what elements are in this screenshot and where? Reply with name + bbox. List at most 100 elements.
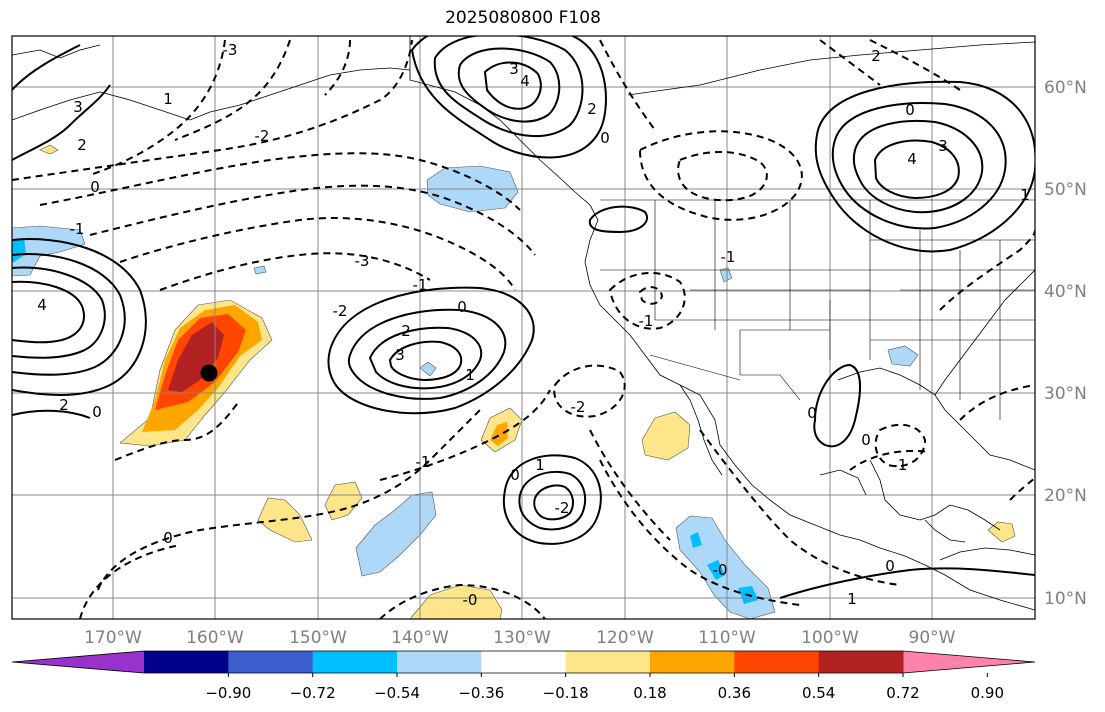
contour-label: -2 (555, 499, 570, 517)
lat-label: 60°N (1044, 78, 1087, 98)
positive-contours (12, 36, 1035, 599)
colorbar-tick-label: −0.36 (458, 684, 504, 702)
contour-label: -2 (333, 302, 348, 320)
contour-label: -2 (255, 127, 270, 145)
colorbar-tick-label: −0.54 (374, 684, 420, 702)
contour-label: -2 (571, 398, 586, 416)
lon-label: 90°W (909, 628, 956, 648)
contour-label: 2 (871, 47, 881, 65)
contour-label: -1 (639, 312, 654, 330)
contour-label: 4 (907, 150, 917, 168)
lon-label: 100°W (801, 628, 859, 648)
shading-negative-blue-2 (12, 238, 26, 262)
shading-negative-blue-4 (707, 560, 725, 580)
shading-negative-lightblue-5 (419, 361, 437, 377)
lon-label: 130°W (493, 628, 551, 648)
contour-label: 4 (37, 296, 47, 314)
colorbar-segment (144, 651, 229, 673)
colorbar-segment (397, 651, 482, 673)
lat-label: 50°N (1044, 180, 1087, 200)
colorbar-tick-label: −0.18 (543, 684, 589, 702)
shading-positive-yellow-7 (987, 521, 1016, 543)
contour-label: -1 (413, 276, 428, 294)
contour-label: 1 (163, 90, 173, 108)
contour-label: 0 (861, 431, 871, 449)
lat-label: 20°N (1044, 486, 1087, 506)
contour-label: 1 (1020, 186, 1030, 204)
lon-label: 160°W (186, 628, 244, 648)
coastlines (12, 36, 1035, 611)
shading-positive-yellow-6 (409, 584, 503, 619)
shading-negative-lightblue-6 (887, 345, 919, 367)
colorbar-tick-label: 0.72 (886, 684, 919, 702)
shading-positive-yellow-2 (641, 411, 691, 461)
colorbar-segment (228, 651, 314, 673)
contour-label: 1 (847, 590, 857, 608)
colorbar-tick-label: 0.90 (971, 684, 1004, 702)
colorbar-segment (650, 651, 735, 673)
shading-negative-lightblue-3 (355, 491, 437, 577)
contour-label: -1 (721, 248, 736, 266)
contour-label: 0 (92, 403, 102, 421)
contour-label: -0 (713, 561, 728, 579)
colorbar-segment (734, 651, 820, 673)
colorbar-segment (818, 651, 904, 673)
colorbar-tick-label: 0.54 (802, 684, 835, 702)
contour-label: 4 (520, 72, 530, 90)
contour-label: 2 (587, 100, 597, 118)
contour-label: -1 (893, 456, 908, 474)
contour-label: 3 (509, 60, 519, 78)
contour-label: -1 (70, 220, 85, 238)
contour-label: -3 (223, 41, 238, 59)
map-title: 2025080800 F108 (445, 8, 601, 28)
lon-label: 150°W (289, 628, 347, 648)
contour-label: -0 (463, 591, 478, 609)
political-boundaries (600, 199, 1035, 420)
colorbar-tick-label: −0.72 (290, 684, 336, 702)
contour-label: 0 (163, 529, 173, 547)
colorbar: −0.90 −0.72 −0.54 −0.36 −0.18 0.18 0.36 0.54 0.7… (11, 650, 1036, 702)
contour-label: 3 (938, 137, 948, 155)
shading-positive-darkred (168, 322, 224, 392)
contour-label: 1 (465, 366, 475, 384)
colorbar-segment (565, 651, 651, 673)
shading-positive-orange-2 (490, 422, 508, 446)
lon-label: 140°W (391, 628, 449, 648)
colorbar-tick-label: −0.90 (205, 684, 251, 702)
map-border (11, 35, 1036, 620)
contour-label: -3 (355, 252, 370, 270)
lon-label: 120°W (596, 628, 654, 648)
latitude-labels: 60°N 50°N 40°N 30°N 20°N 10°N (1044, 78, 1087, 609)
contour-label: 2 (401, 322, 411, 340)
contour-label: 0 (807, 404, 817, 422)
contour-label: 0 (905, 101, 915, 119)
shading-negative-lightblue-7 (719, 267, 733, 283)
contour-labels: 3 2 1 0 -1 -2 -3 4 2 3 4 0 -2 -1 -3 -2 0… (37, 41, 1030, 609)
contour-label: 0 (885, 557, 895, 575)
contour-label: 3 (395, 346, 405, 364)
contour-label: 0 (90, 178, 100, 196)
contour-label: 0 (600, 129, 610, 147)
contour-label: 2 (59, 396, 69, 414)
colorbar-extend-low (12, 651, 144, 673)
lat-label: 10°N (1044, 589, 1087, 609)
contour-label: 3 (73, 98, 83, 116)
contour-label: 0 (457, 298, 467, 316)
contour-label: 1 (535, 456, 545, 474)
storm-center-dot-icon (200, 364, 218, 382)
colorbar-tick-label: 0.18 (633, 684, 666, 702)
lon-label: 110°W (698, 628, 756, 648)
shading-positive-yellow-8 (39, 144, 59, 155)
colorbar-extend-high (903, 651, 1035, 673)
lat-label: 40°N (1044, 282, 1087, 302)
contour-label: 2 (77, 136, 87, 154)
colorbar-tick-label: 0.36 (718, 684, 751, 702)
shading-negative-lightblue-8 (253, 265, 267, 275)
longitude-labels: 170°W 160°W 150°W 140°W 130°W 120°W 110°… (84, 628, 956, 648)
lat-label: 30°N (1044, 384, 1087, 404)
shading-negative-blue-6 (690, 532, 702, 548)
contour-label: 0 (510, 466, 520, 484)
colorbar-segment (312, 651, 398, 673)
contour-label: -1 (416, 453, 431, 471)
